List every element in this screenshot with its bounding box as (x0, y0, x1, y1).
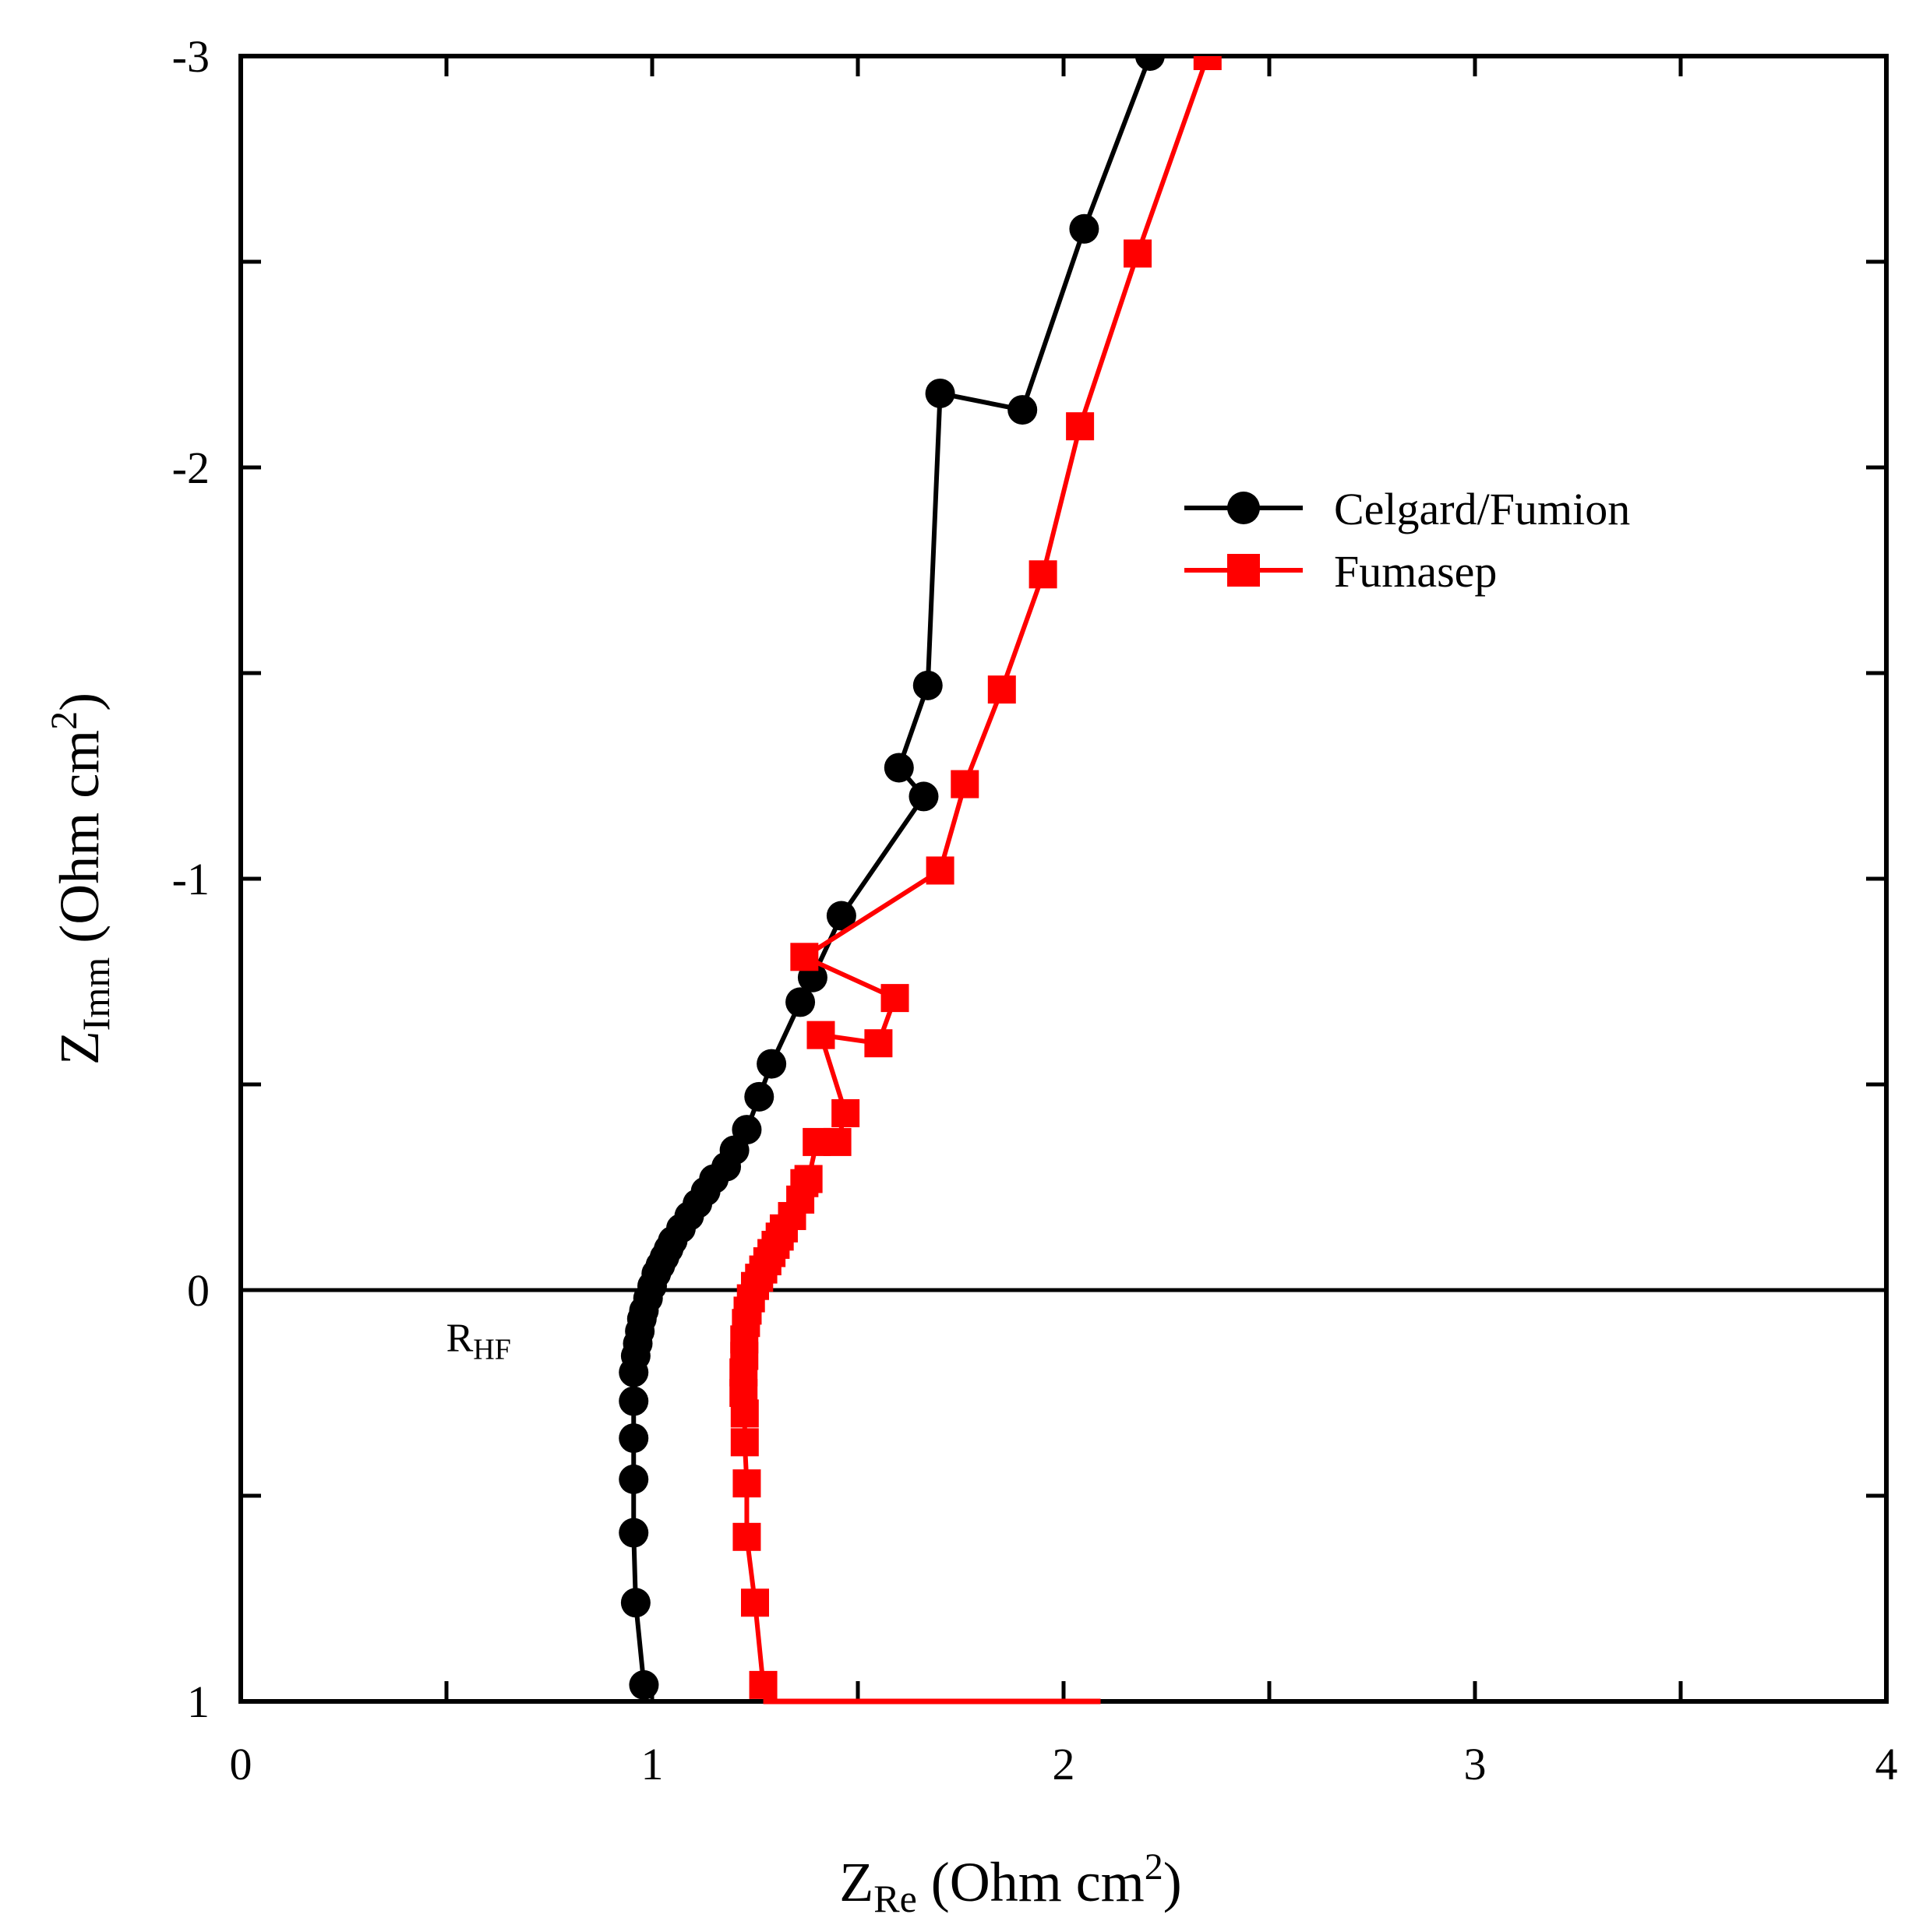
data-point-circle (629, 1669, 659, 1700)
data-point-square (806, 1021, 835, 1049)
data-point-square (987, 675, 1016, 704)
legend-marker-fumasep (1227, 554, 1260, 587)
data-point-circle (925, 378, 955, 408)
x-tick-label: 4 (1875, 1739, 1898, 1789)
data-point-square (730, 1428, 759, 1457)
series-layer (619, 56, 1222, 1705)
y-tick-label: -3 (172, 31, 210, 82)
legend-label-fumasep: Fumasep (1334, 546, 1497, 597)
series-line (631, 56, 1152, 1686)
legend: Celgard/Fumion Fumasep (1184, 484, 1630, 597)
x-tick-label: 2 (1053, 1739, 1075, 1789)
data-point-circle (619, 1386, 649, 1416)
rhf-sub: HF (473, 1334, 511, 1366)
data-point-square (823, 1127, 852, 1156)
series-fumasep (729, 56, 1222, 1699)
axis-tick-labels: 0 1 2 3 4-3-2-101 (172, 31, 1898, 1789)
data-point-square (831, 1098, 860, 1127)
x-tick-label: 3 (1464, 1739, 1487, 1789)
plot-frame (238, 54, 1889, 1704)
data-point-circle (619, 1464, 649, 1494)
data-point-square (741, 1588, 769, 1617)
data-point-square (794, 1165, 823, 1193)
y-tick-label: -2 (172, 442, 210, 493)
x-axis-title: ZRe (Ohm cm2) (839, 1846, 1181, 1920)
data-point-square (864, 1029, 893, 1058)
data-point-circle (620, 1588, 651, 1618)
data-point-circle (884, 753, 914, 783)
data-point-square (951, 770, 979, 799)
series-line (741, 56, 1210, 1686)
data-point-circle (744, 1081, 774, 1112)
data-point-square (749, 1670, 778, 1699)
legend-marker-celgard (1227, 492, 1260, 524)
data-point-circle (1134, 56, 1165, 71)
y-tick-label: 1 (187, 1676, 210, 1727)
data-point-circle (757, 1049, 787, 1079)
data-point-square (1029, 560, 1057, 589)
data-point-square (1066, 412, 1095, 441)
rhf-main: R (446, 1317, 474, 1361)
data-point-square (1124, 239, 1152, 268)
data-point-square (790, 943, 819, 971)
y-tick-label: 0 (187, 1265, 210, 1316)
x-tick-label: 0 (230, 1739, 252, 1789)
x-tick-label: 1 (641, 1739, 664, 1789)
data-point-circle (912, 670, 943, 700)
data-point-circle (619, 1423, 649, 1454)
axis-ticks (238, 54, 1889, 1704)
data-point-circle (826, 901, 856, 931)
data-point-circle (909, 781, 939, 812)
y-axis-title: ZImm (Ohm cm2) (44, 693, 118, 1065)
y-tick-label: -1 (172, 854, 210, 904)
data-point-circle (619, 1518, 649, 1548)
data-point-square (732, 1469, 761, 1498)
data-point-circle (1069, 213, 1099, 244)
data-point-circle (1007, 395, 1038, 425)
data-point-square (926, 856, 954, 885)
data-point-square (880, 984, 909, 1013)
series-celgard-fumion (619, 56, 1165, 1700)
data-point-circle (732, 1115, 762, 1145)
data-point-square (1193, 56, 1222, 70)
rhf-annotation: RHF (446, 1317, 511, 1366)
data-point-square (732, 1522, 761, 1551)
data-point-circle (785, 987, 816, 1017)
legend-label-celgard: Celgard/Fumion (1334, 484, 1630, 534)
